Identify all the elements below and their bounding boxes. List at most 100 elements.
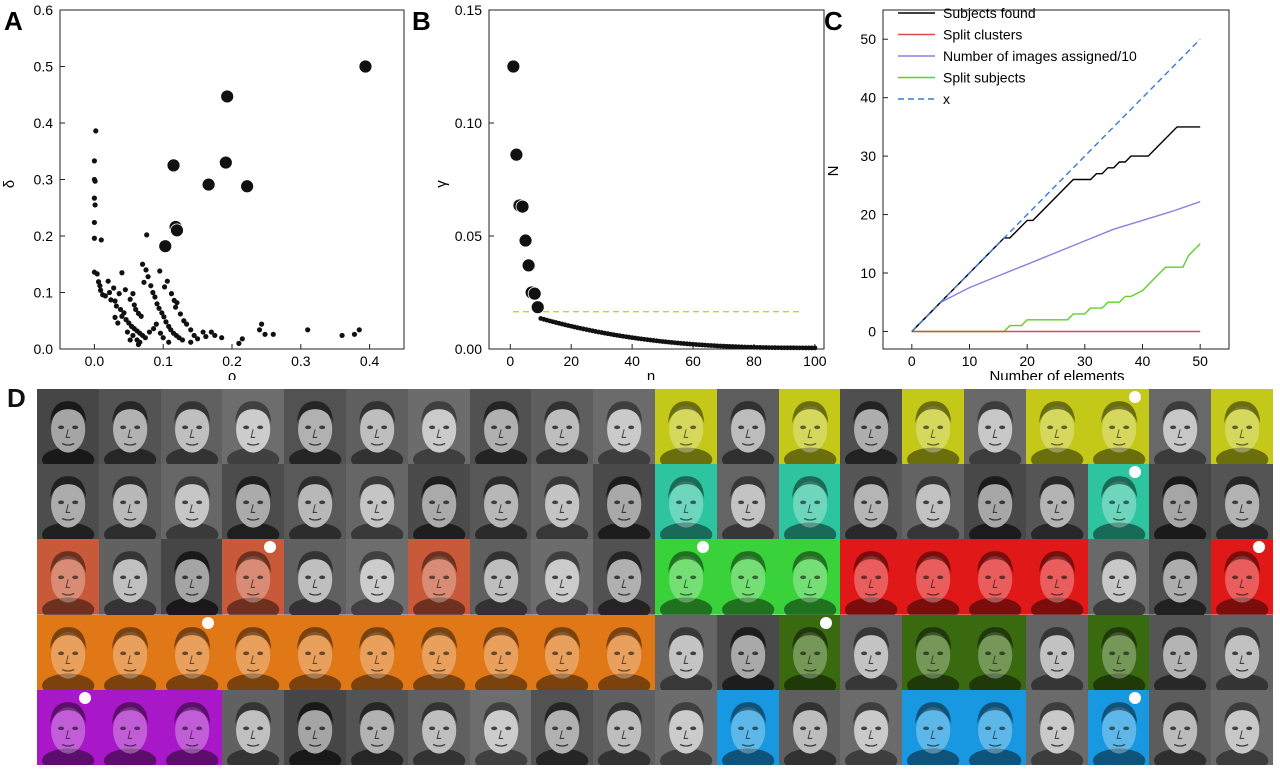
x-axis-label: ρ [228, 368, 237, 380]
y-tick-label: 10 [860, 265, 876, 281]
x-tick-label: 0.4 [360, 353, 380, 369]
data-point [119, 270, 125, 276]
face-thumbnail [1149, 614, 1212, 691]
data-point [112, 314, 118, 320]
face-thumbnail [902, 464, 965, 540]
data-point [153, 321, 159, 327]
face-thumbnail [531, 464, 594, 540]
cluster-center-marker [1129, 391, 1142, 403]
legend-label: Split clusters [943, 27, 1022, 43]
series-line [911, 201, 1201, 332]
face-thumbnail [37, 389, 100, 465]
x-tick-label: 0.1 [153, 353, 173, 369]
y-axis-ticks: 0.00 0.05 0.10 0.15 [455, 2, 494, 357]
face-thumbnail [37, 539, 100, 616]
plot-frame [488, 9, 825, 350]
data-point [98, 237, 104, 243]
data-point [258, 321, 265, 327]
y-tick-label: 20 [860, 207, 876, 223]
face-thumbnail [98, 614, 162, 691]
cluster-center-point [158, 239, 173, 254]
face-thumbnail [964, 689, 1027, 766]
data-point [172, 304, 179, 310]
face-thumbnail [655, 539, 718, 616]
data-point [112, 298, 118, 304]
series-line [911, 38, 1201, 332]
face-thumbnail [1211, 539, 1274, 616]
data-point [164, 278, 170, 284]
cluster-center-marker [1129, 466, 1142, 479]
face-thumbnail [902, 539, 965, 616]
y-axis-ticks: 0.0 0.1 0.2 0.3 0.4 0.5 0.6 [34, 2, 65, 357]
data-point [139, 261, 146, 267]
data-point [127, 296, 133, 302]
face-thumbnail [716, 689, 780, 766]
data-point [305, 327, 311, 333]
data-point [157, 268, 163, 274]
data-points [506, 59, 818, 351]
face-thumbnail [716, 614, 780, 691]
cluster-center-marker [78, 691, 91, 704]
cluster-center-point [506, 59, 521, 74]
series-line [911, 243, 1201, 333]
face-thumbnail [1025, 689, 1089, 766]
face-thumbnail [469, 539, 532, 616]
data-point [148, 283, 154, 289]
panel-d-face-grid: D [7, 383, 1274, 766]
data-point [160, 335, 166, 341]
face-thumbnail [284, 614, 347, 691]
y-tick-label: 0 [868, 323, 876, 339]
cluster-center-point [527, 286, 542, 301]
cluster-center-marker [1253, 541, 1265, 554]
data-point [92, 202, 98, 208]
data-point [262, 331, 268, 337]
data-point [188, 339, 194, 345]
face-thumbnail [716, 539, 780, 616]
face-thumbnail [346, 689, 409, 766]
data-point [141, 279, 147, 285]
x-axis-ticks: 0.0 0.1 0.2 0.3 0.4 [85, 344, 380, 369]
face-thumbnail [407, 614, 471, 691]
face-thumbnail [284, 389, 347, 465]
face-thumbnail [160, 689, 223, 766]
charts-area: A 0.0 0.1 0.2 0.3 0.4 0.00.10.20.30.40.50.6 … [1, 2, 1230, 380]
data-point [157, 330, 164, 336]
face-thumbnail [346, 464, 409, 540]
face-thumbnail [407, 389, 471, 465]
face-thumbnail [593, 389, 656, 465]
cluster-center-point [530, 300, 545, 315]
panel-letter-d: D [7, 383, 26, 413]
panel-a: A 0.0 0.1 0.2 0.3 0.4 0.00.10.20.30.40.50.6 … [1, 2, 405, 380]
x-tick-label: 10 [962, 353, 978, 369]
face-thumbnail [593, 464, 656, 540]
cluster-center-point [518, 233, 533, 248]
legend-label: x [943, 91, 950, 107]
face-thumbnail [222, 389, 285, 465]
x-tick-label: 40 [624, 353, 640, 369]
data-point [339, 332, 345, 339]
data-point [270, 331, 276, 337]
face-thumbnail [160, 539, 223, 616]
data-point [105, 278, 111, 284]
data-point [183, 321, 190, 327]
face-thumbnail [469, 614, 532, 691]
data-point [95, 279, 102, 285]
face-thumbnail [222, 539, 285, 616]
face-thumbnail [1087, 464, 1150, 540]
face-thumbnail [1211, 614, 1274, 691]
face-thumbnail [655, 689, 718, 766]
data-point [236, 340, 242, 346]
data-point [117, 306, 124, 313]
y-tick-label: 40 [860, 90, 876, 106]
y-tick-label: 50 [860, 31, 876, 47]
face-thumbnail [593, 614, 656, 691]
data-point [351, 331, 358, 337]
data-point [102, 293, 109, 299]
data-point [142, 335, 148, 341]
face-thumbnail [716, 464, 780, 540]
face-thumbnail [1087, 614, 1150, 691]
panel-c: C 0 10 20 30 40 50 0 10 20 30 40 50 Subjects found… [824, 5, 1230, 380]
data-point [116, 291, 122, 297]
cluster-center-point [240, 179, 255, 194]
y-axis-ticks: 0 10 20 30 40 50 [860, 31, 888, 339]
